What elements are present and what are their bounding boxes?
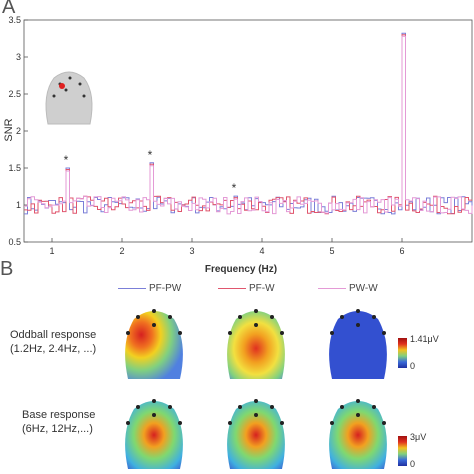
electrode-inset-head: [45, 71, 93, 125]
y-tick-label: 3: [16, 52, 21, 62]
y-tick-label: 2.5: [8, 89, 21, 99]
topomap-base-pf-w: [227, 399, 285, 469]
colorbar-oddball-max: 1.41μV: [410, 334, 439, 344]
legend-label-pf-pw: PF-PW: [149, 283, 182, 294]
legend-pw-w: PW-W: [318, 283, 378, 294]
x-tick-label: 2: [119, 246, 124, 256]
y-tick-label: 3.5: [8, 15, 21, 25]
y-tick-label: 2: [16, 126, 21, 136]
y-axis-label: SNR: [3, 118, 15, 141]
significance-markers: * * *: [64, 148, 237, 195]
legend-swatch-pf-w: [218, 288, 246, 289]
x-axis-label: Frequency (Hz): [205, 264, 277, 275]
chart-series-lines: [24, 32, 473, 215]
significance-star: *: [232, 181, 237, 195]
x-tick-label: 6: [399, 246, 404, 256]
legend-pf-pw: PF-PW: [118, 283, 181, 294]
colorbar-base-min: 0: [410, 459, 416, 469]
legend-swatch-pf-pw: [118, 288, 146, 289]
significance-star: *: [148, 148, 153, 162]
legend-label-pf-w: PF-W: [249, 283, 275, 294]
x-tick-label: 3: [189, 246, 194, 256]
significance-star: *: [64, 153, 69, 167]
row-label-base-freqs: (6Hz, 12Hz,...): [22, 423, 93, 435]
series-line-pw-w: [24, 35, 473, 215]
y-tick-label: 1: [16, 200, 21, 210]
colorbar-base: [398, 436, 407, 466]
legend-swatch-pw-w: [318, 288, 346, 289]
topomap-oddball-pf-pw: [125, 309, 183, 379]
colorbar-oddball: [398, 338, 407, 368]
row-label-base-title: Base response: [22, 409, 96, 421]
panel-label-b: B: [0, 258, 14, 280]
topomap-base-pw-w: [329, 399, 387, 469]
topomap-base-pf-pw: [125, 399, 183, 469]
selected-electrode-marker: [59, 83, 65, 89]
row-label-oddball: Oddball response (1.2Hz, 2.4Hz, ...): [10, 328, 96, 356]
legend-label-pw-w: PW-W: [349, 283, 378, 294]
row-label-base: Base response (6Hz, 12Hz,...): [22, 408, 95, 436]
x-tick-label: 1: [49, 246, 54, 256]
x-tick-label: 5: [329, 246, 334, 256]
y-tick-label: 0.5: [8, 237, 21, 247]
colorbar-oddball-min: 0: [410, 361, 416, 371]
snr-spectrum-chart: 1 2 3 4 5 6 0.5 1 1.5 2 2.5 3 3.5 * * * Frequency (Hz)…: [3, 15, 473, 275]
topomap-oddball-pw-w: [329, 309, 387, 379]
x-tick-label: 4: [259, 246, 264, 256]
chart-axes: 1 2 3 4 5 6 0.5 1 1.5 2 2.5 3 3.5: [8, 15, 473, 256]
row-label-oddball-freqs: (1.2Hz, 2.4Hz, ...): [10, 343, 97, 355]
topomap-oddball-pf-w: [227, 309, 285, 379]
legend-pf-w: PF-W: [218, 283, 275, 294]
panel-label-a: A: [2, 0, 16, 18]
colorbar-base-max: 3μV: [410, 432, 427, 442]
y-tick-label: 1.5: [8, 163, 21, 173]
row-label-oddball-title: Oddball response: [10, 329, 97, 341]
